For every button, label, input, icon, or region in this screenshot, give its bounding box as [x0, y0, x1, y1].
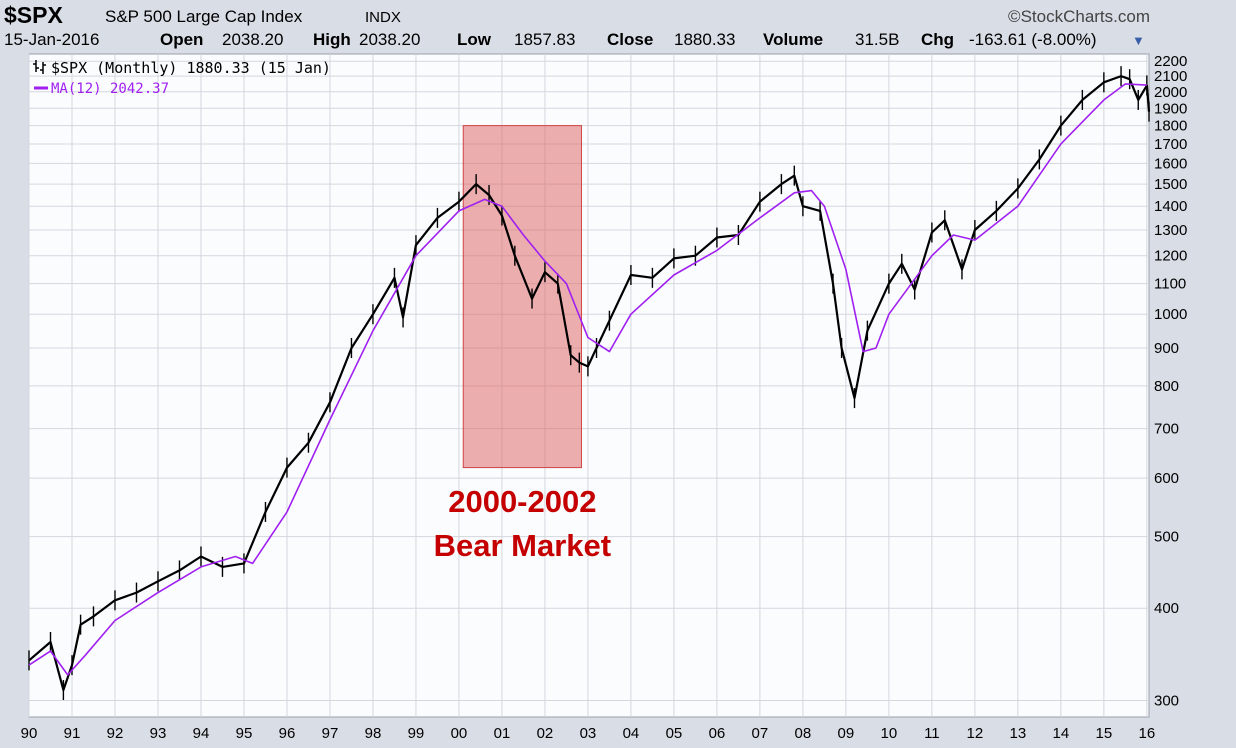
x-tick-label: 90	[21, 725, 38, 742]
title-row: $SPX S&P 500 Large Cap Index INDX ©Stock…	[4, 2, 1232, 28]
x-tick-label: 07	[752, 725, 769, 742]
x-axis-ticks: 90 91 92 93 94 95 96 97 98 99 00 01 02 03 04 05 06 07 08 09…	[21, 725, 1156, 742]
x-tick-label: 09	[838, 725, 855, 742]
y-axis-ticks: 300 400 500 600 700 800 900 1000 1100 1200 1300 140…	[1154, 53, 1187, 709]
grid	[28, 54, 1149, 717]
x-tick-label: 95	[236, 725, 253, 742]
highlight-layer	[462, 125, 582, 469]
open-label: Open	[160, 30, 204, 49]
x-tick-label: 08	[795, 725, 812, 742]
y-tick-label: 500	[1154, 529, 1179, 546]
x-tick-label: 00	[451, 725, 468, 742]
bear-market-highlight	[462, 125, 582, 469]
y-tick-label: 1800	[1154, 118, 1187, 135]
open-value: 2038.20	[222, 30, 284, 49]
low-value: 1857.83	[514, 30, 576, 49]
price-legend-icon	[33, 60, 46, 74]
chg-label: Chg	[921, 30, 955, 49]
x-tick-label: 98	[365, 725, 382, 742]
y-tick-label: 1900	[1154, 100, 1187, 117]
x-tick-label: 06	[709, 725, 726, 742]
y-tick-label: 1500	[1154, 176, 1187, 193]
watermark: ©StockCharts.com	[1008, 7, 1150, 26]
close-value: 1880.33	[674, 30, 736, 49]
x-tick-label: 97	[322, 725, 339, 742]
chg-value: -163.61 (-8.00%)	[969, 30, 1097, 49]
y-tick-label: 400	[1154, 600, 1179, 617]
quote-date: 15-Jan-2016	[4, 30, 100, 49]
ma-series-line	[28, 83, 1147, 676]
y-tick-label: 600	[1154, 470, 1179, 487]
x-tick-label: 94	[193, 725, 210, 742]
x-tick-label: 92	[107, 725, 124, 742]
x-tick-label: 91	[64, 725, 81, 742]
x-tick-label: 10	[881, 725, 898, 742]
y-tick-label: 2000	[1154, 84, 1187, 101]
x-tick-label: 16	[1139, 725, 1156, 742]
y-tick-label: 700	[1154, 421, 1179, 438]
ma-legend-label: MA(12) 2042.37	[51, 81, 169, 97]
x-tick-label: 05	[666, 725, 683, 742]
x-tick-label: 15	[1096, 725, 1113, 742]
y-tick-label: 800	[1154, 378, 1179, 395]
y-tick-label: 2100	[1154, 68, 1187, 85]
y-tick-label: 1000	[1154, 306, 1187, 323]
x-tick-label: 04	[623, 725, 640, 742]
volume-value: 31.5B	[855, 30, 900, 49]
series-layer	[28, 66, 1151, 701]
y-tick-label: 1700	[1154, 136, 1187, 153]
x-tick-label: 02	[537, 725, 554, 742]
x-tick-label: 01	[494, 725, 511, 742]
exchange: INDX	[365, 9, 401, 26]
price-legend-label: $SPX (Monthly) 1880.33 (15 Jan)	[51, 59, 331, 77]
x-tick-label: 14	[1053, 725, 1070, 742]
index-name: S&P 500 Large Cap Index	[105, 7, 303, 26]
y-tick-label: 1400	[1154, 198, 1187, 215]
legend: $SPX (Monthly) 1880.33 (15 Jan) MA(12) 2…	[33, 59, 331, 97]
y-tick-label: 300	[1154, 693, 1179, 710]
close-label: Close	[607, 30, 654, 49]
y-tick-label: 1300	[1154, 222, 1187, 239]
y-tick-label: 1200	[1154, 248, 1187, 265]
volume-label: Volume	[763, 30, 824, 49]
high-value: 2038.20	[359, 30, 421, 49]
annotation-line1: 2000-2002	[448, 484, 596, 519]
x-tick-label: 99	[408, 725, 425, 742]
quote-row: 15-Jan-2016 Open 2038.20 High 2038.20 Lo…	[4, 30, 1234, 52]
x-tick-label: 03	[580, 725, 597, 742]
symbol: $SPX	[4, 2, 63, 28]
y-tick-label: 1600	[1154, 155, 1187, 172]
annotation-line2: Bear Market	[434, 528, 611, 563]
x-tick-label: 93	[150, 725, 167, 742]
chevron-down-icon[interactable]: ▼	[1132, 33, 1145, 48]
x-tick-label: 12	[967, 725, 984, 742]
y-tick-label: 1100	[1154, 276, 1186, 293]
y-tick-label: 2200	[1154, 53, 1187, 70]
x-tick-label: 11	[924, 725, 940, 742]
high-label: High	[313, 30, 351, 49]
low-label: Low	[457, 30, 491, 49]
x-tick-label: 13	[1010, 725, 1027, 742]
x-tick-label: 96	[279, 725, 296, 742]
y-tick-label: 900	[1154, 340, 1179, 357]
